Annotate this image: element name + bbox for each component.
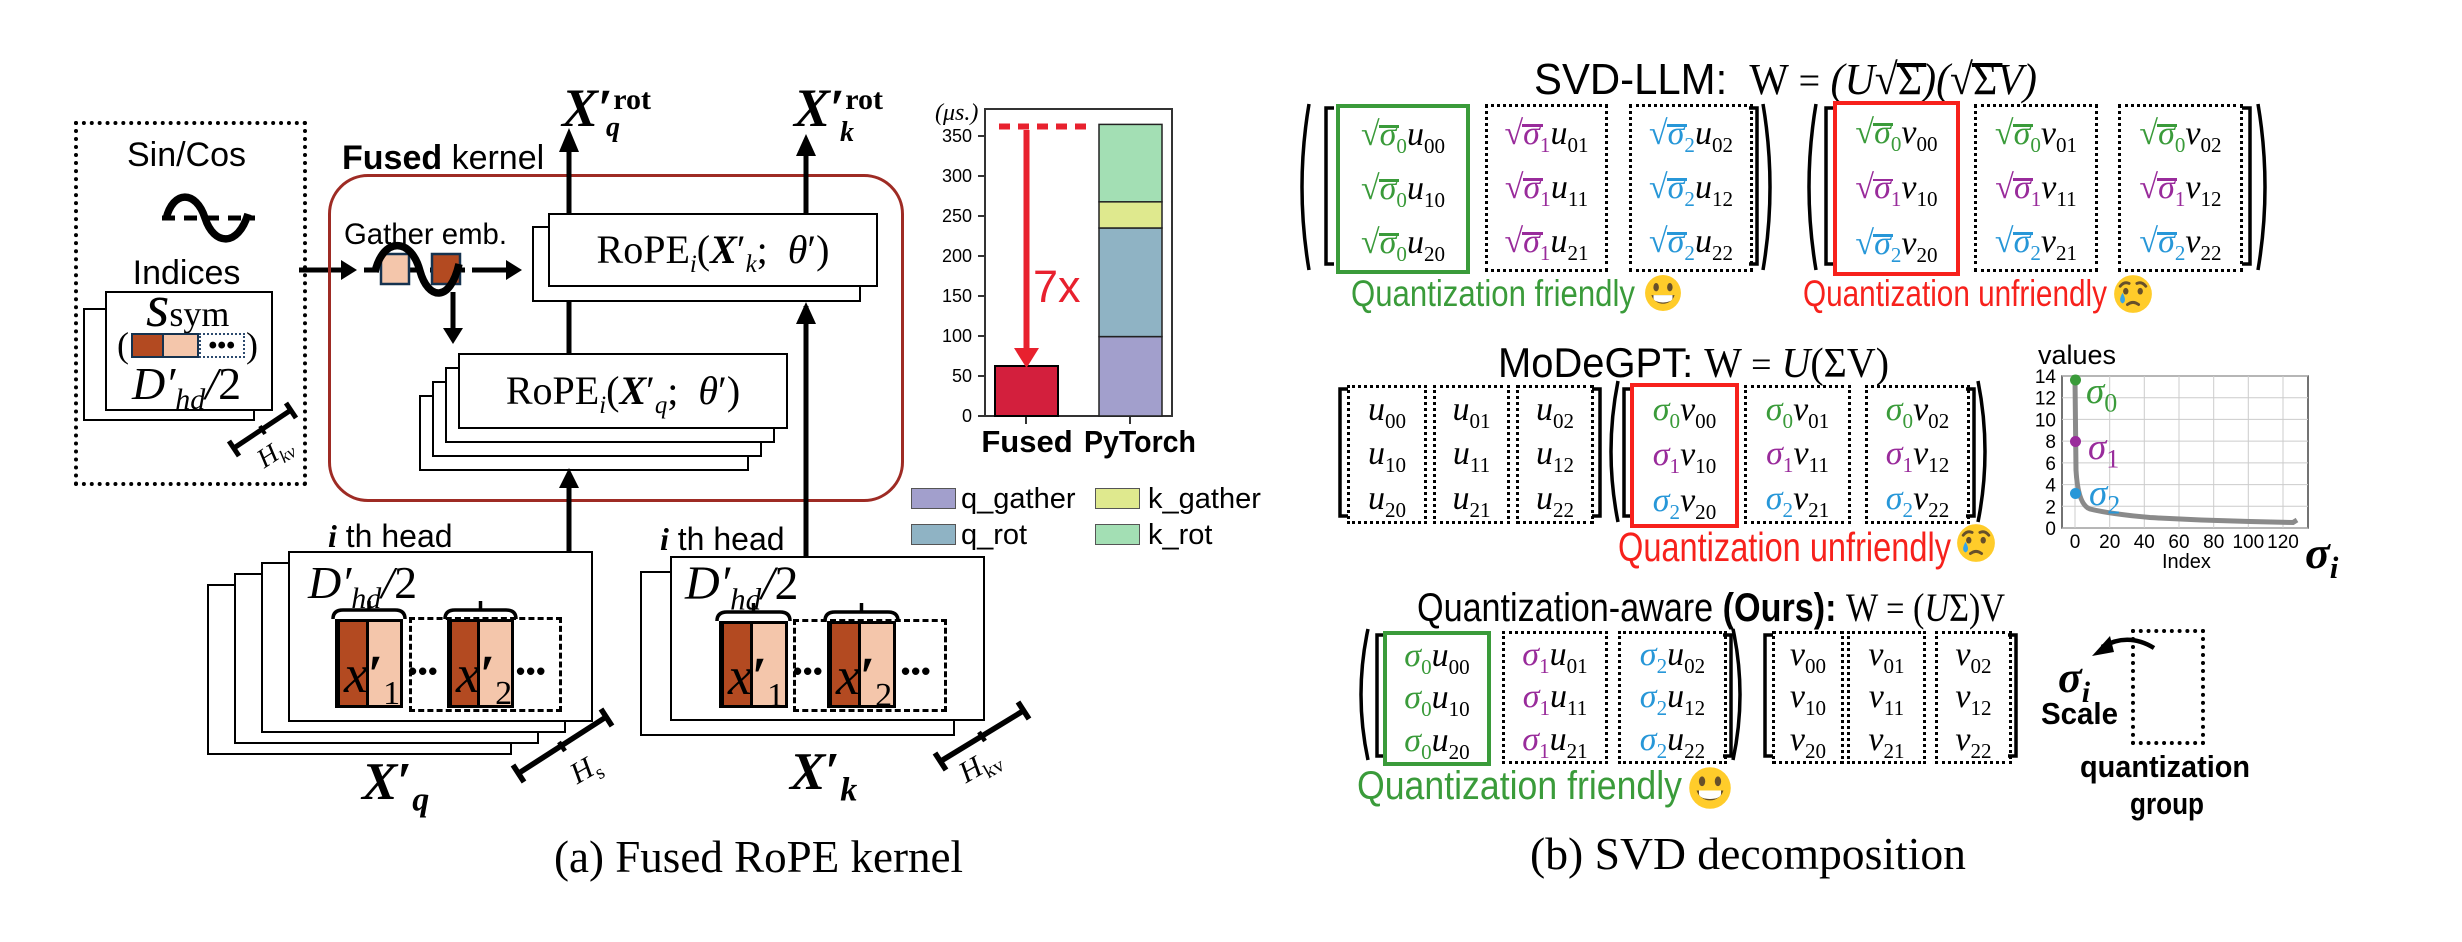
svg-text:6: 6 xyxy=(2045,454,2056,475)
svg-text:values: values xyxy=(2038,340,2116,370)
svg-text:4: 4 xyxy=(2045,476,2056,497)
svg-text:8: 8 xyxy=(2045,432,2056,453)
svg-text:PyTorch: PyTorch xyxy=(1084,425,1196,459)
svg-text:100: 100 xyxy=(942,326,972,346)
svg-text:200: 200 xyxy=(942,246,972,266)
svg-text:150: 150 xyxy=(942,286,972,306)
svg-text:0: 0 xyxy=(2070,532,2081,553)
svg-text:(μs.): (μs.) xyxy=(935,100,978,126)
svg-text:0: 0 xyxy=(962,406,972,426)
svg-text:20: 20 xyxy=(2099,532,2120,553)
svg-text:100: 100 xyxy=(2232,532,2264,553)
svg-text:250: 250 xyxy=(942,206,972,226)
svg-text:120: 120 xyxy=(2267,532,2299,553)
svg-text:10: 10 xyxy=(2035,410,2056,431)
svg-text:350: 350 xyxy=(942,126,972,146)
svg-text:0: 0 xyxy=(2045,519,2056,540)
svg-text:80: 80 xyxy=(2203,532,2224,553)
svg-text:40: 40 xyxy=(2134,532,2155,553)
svg-text:7x: 7x xyxy=(1033,261,1081,312)
svg-text:50: 50 xyxy=(952,366,972,386)
svg-text:14: 14 xyxy=(2035,367,2057,388)
svg-text:2: 2 xyxy=(2045,497,2056,518)
svg-text:12: 12 xyxy=(2035,389,2056,410)
svg-text:Fused: Fused xyxy=(981,424,1072,459)
svg-text:Index: Index xyxy=(2162,551,2211,573)
svg-text:300: 300 xyxy=(942,166,972,186)
svg-text:60: 60 xyxy=(2168,532,2189,553)
